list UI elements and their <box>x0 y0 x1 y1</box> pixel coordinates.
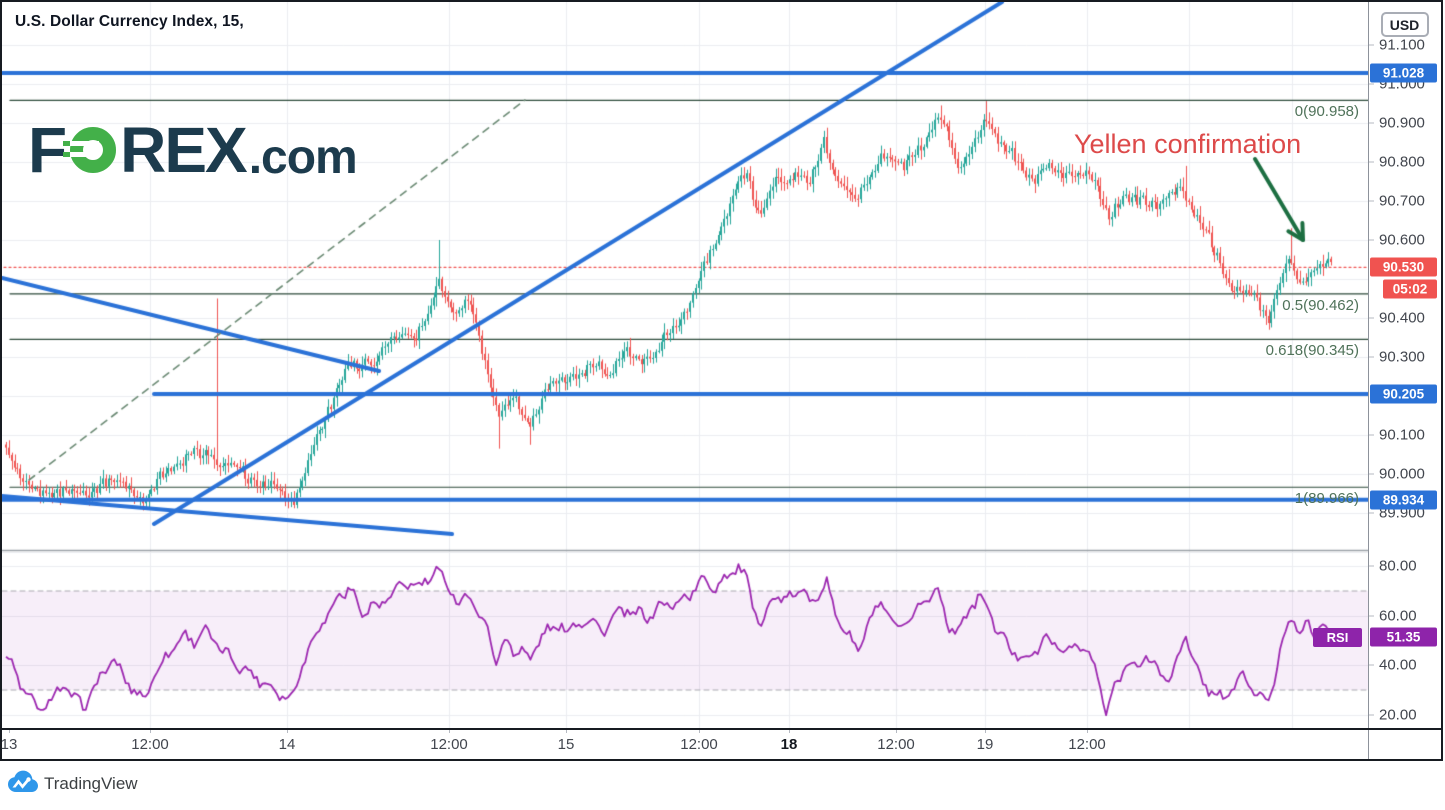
watermark-letter-f: F <box>28 114 67 186</box>
time-axis-tickmark <box>985 728 986 733</box>
price-axis-label: 20.00 <box>1369 707 1440 724</box>
price-axis[interactable]: USD 91.100 91.000 90.900 90.800 90.700 90.600… <box>1368 2 1440 759</box>
time-axis-label: 13 <box>0 736 18 753</box>
price-tag: 51.35 <box>1370 627 1437 647</box>
fib-level-label[interactable]: 0(90.958) <box>1294 103 1359 121</box>
price-axis-label: 80.00 <box>1369 558 1440 575</box>
time-axis-label: 12:00 <box>430 736 468 753</box>
tradingview-brand[interactable]: TradingView <box>44 774 138 793</box>
time-axis-tickmark <box>789 728 790 733</box>
forex-com-watermark: F REX .com <box>28 114 358 186</box>
price-tag: 90.530 <box>1370 257 1437 277</box>
price-axis-label: 90.600 <box>1369 232 1440 249</box>
fib-level-label[interactable]: 0.618(90.345) <box>1265 342 1359 360</box>
price-axis-label: 90.700 <box>1369 193 1440 210</box>
chart-area: F REX .com U.S. Dollar Currency Index, 1… <box>0 0 1443 761</box>
fib-level-label[interactable]: 0.5(90.462) <box>1282 296 1359 314</box>
time-axis-label: 12:00 <box>680 736 718 753</box>
time-axis-label: 14 <box>278 736 296 753</box>
time-axis-tickmark <box>287 728 288 733</box>
time-axis-label: 12:00 <box>1068 736 1106 753</box>
forex-o-icon <box>63 127 117 173</box>
currency-badge[interactable]: USD <box>1380 12 1429 37</box>
price-axis-label: 90.800 <box>1369 154 1440 171</box>
fib-level-label[interactable]: 1(89.966) <box>1294 490 1359 508</box>
price-axis-label: 90.000 <box>1369 466 1440 483</box>
time-axis-tickmark <box>896 728 897 733</box>
time-axis-label: 12:00 <box>131 736 169 753</box>
price-tag: 91.028 <box>1370 63 1437 83</box>
time-axis-tickmark <box>449 728 450 733</box>
time-axis-tickmark <box>699 728 700 733</box>
footer: TradingView <box>0 761 1445 810</box>
price-tag: 89.934 <box>1370 490 1437 510</box>
time-axis-tickmark <box>150 728 151 733</box>
price-axis-label: 90.300 <box>1369 349 1440 366</box>
rsi-indicator-label[interactable]: RSI <box>1313 628 1362 647</box>
time-axis-label: 19 <box>976 736 994 753</box>
time-axis-label: 12:00 <box>877 736 915 753</box>
watermark-rex: REX <box>120 114 248 186</box>
price-tag: 05:02 <box>1383 279 1437 299</box>
price-axis-label: 60.00 <box>1369 608 1440 625</box>
symbol-title[interactable]: U.S. Dollar Currency Index, 15, <box>15 13 244 30</box>
time-axis-label: 18 <box>780 736 798 753</box>
price-axis-label: 90.100 <box>1369 427 1440 444</box>
time-axis-tickmark <box>1087 728 1088 733</box>
tradingview-logo-icon[interactable] <box>8 770 38 794</box>
chart-canvas[interactable] <box>2 2 1368 728</box>
time-axis-divider <box>2 728 1441 730</box>
time-axis-label: 15 <box>557 736 575 753</box>
price-axis-label: 90.900 <box>1369 115 1440 132</box>
price-axis-label: 90.400 <box>1369 310 1440 327</box>
watermark-dotcom: .com <box>248 130 358 184</box>
price-axis-label: 91.100 <box>1369 37 1440 54</box>
annotation-text[interactable]: Yellen confirmation <box>1074 129 1302 159</box>
price-tag: 90.205 <box>1370 384 1437 404</box>
price-axis-label: 40.00 <box>1369 657 1440 674</box>
time-axis-tickmark <box>566 728 567 733</box>
time-axis[interactable]: 13 12:00 14 12:00 15 12:00 18 12:00 19 12:00 <box>0 728 1368 759</box>
time-axis-tickmark <box>9 728 10 733</box>
